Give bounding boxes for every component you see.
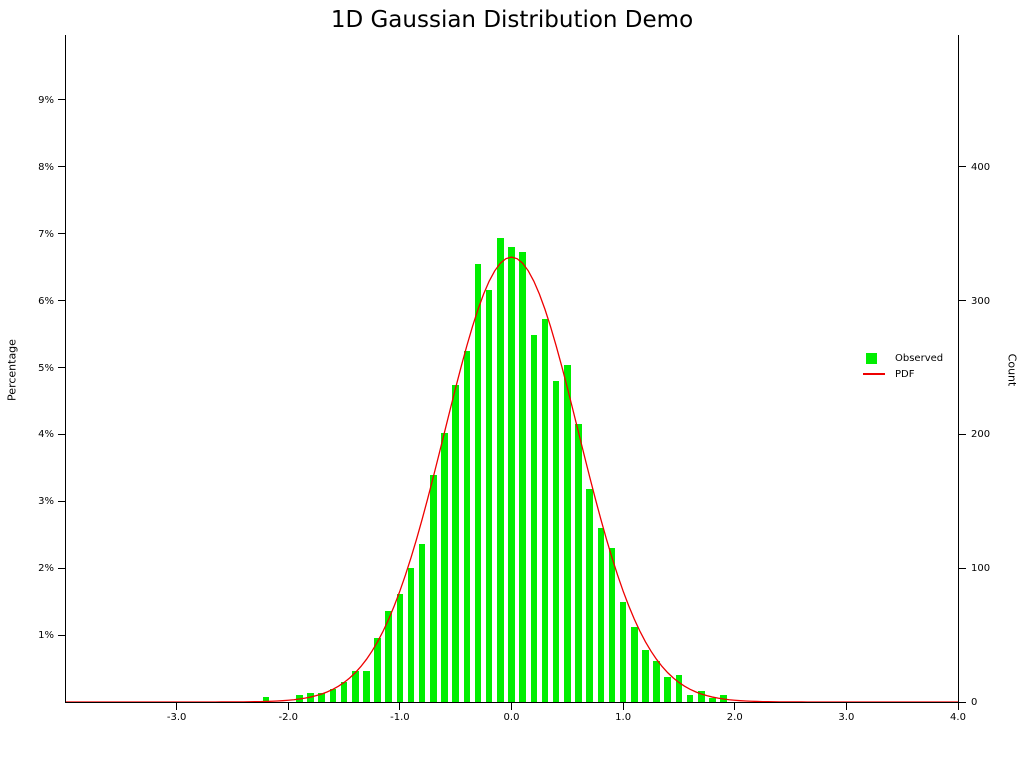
histogram-bar xyxy=(407,568,415,702)
y-right-tick-label: 100 xyxy=(971,563,991,575)
histogram-bar xyxy=(374,638,381,702)
histogram-bar xyxy=(575,423,582,702)
histogram-bar xyxy=(463,351,471,702)
histogram-bar xyxy=(552,380,560,702)
y-left-tick-label: 2% xyxy=(38,563,54,575)
histogram-bar xyxy=(340,681,348,702)
histogram-bar xyxy=(564,364,571,702)
histogram-bar xyxy=(307,692,314,702)
histogram-bar xyxy=(385,611,392,702)
y-left-tick xyxy=(58,367,65,368)
x-tick xyxy=(399,703,401,710)
histogram-bar xyxy=(675,675,683,702)
histogram-bar xyxy=(608,548,616,702)
y-left-tick-label: 9% xyxy=(38,94,54,106)
y-right-tick-label: 300 xyxy=(971,295,991,307)
histogram-bar xyxy=(686,695,694,702)
y-left-tick xyxy=(58,99,65,101)
y-left-tick-label: 7% xyxy=(38,228,54,240)
legend: Observed PDF xyxy=(862,350,943,382)
y-left-tick xyxy=(58,634,65,636)
histogram-bar xyxy=(418,544,426,702)
histogram-bar xyxy=(474,264,482,702)
legend-swatch-box xyxy=(862,373,886,375)
legend-label-pdf: PDF xyxy=(895,368,915,380)
histogram-bar xyxy=(720,695,727,702)
x-tick-label: 1.0 xyxy=(615,712,632,723)
y-left-tick-label: 4% xyxy=(38,429,54,441)
y-right-tick-label: 0 xyxy=(971,697,978,708)
chart-title: 1D Gaussian Distribution Demo xyxy=(330,7,694,33)
x-tick-label: 2.0 xyxy=(726,712,743,723)
histogram-bar xyxy=(619,601,627,702)
histogram-bar xyxy=(329,688,337,702)
y-left-tick-label: 5% xyxy=(38,362,54,374)
y-right-tick xyxy=(959,300,966,302)
x-tick-label: 4.0 xyxy=(950,712,966,723)
x-tick xyxy=(622,703,624,710)
y-left-tick-label: 1% xyxy=(38,630,54,642)
x-tick xyxy=(287,703,289,710)
y-left-tick-label: 6% xyxy=(38,295,54,307)
y-left-tick xyxy=(58,233,65,235)
x-tick-label: -3.0 xyxy=(166,712,187,723)
y-right-tick xyxy=(959,433,966,435)
y-right-tick xyxy=(959,166,966,168)
histogram-bar xyxy=(363,671,370,702)
histogram-bar xyxy=(597,528,605,702)
y-left-tick-label: 8% xyxy=(38,161,54,173)
y-right-tick xyxy=(959,567,966,569)
y-right-tick-label: 400 xyxy=(971,161,991,173)
y-left-tick xyxy=(58,500,65,502)
pdf-swatch-icon xyxy=(863,373,885,375)
histogram-bar xyxy=(452,384,459,702)
histogram-bar xyxy=(485,289,493,702)
y-left-tick xyxy=(58,166,65,168)
observed-swatch-icon xyxy=(866,352,877,364)
legend-swatch-box xyxy=(862,352,886,364)
histogram-bar xyxy=(530,335,538,702)
x-tick xyxy=(845,703,847,710)
histogram-bar xyxy=(351,671,359,702)
y-axis-label-right: Count xyxy=(1005,353,1019,387)
histogram-bar xyxy=(653,660,660,702)
histogram-bar xyxy=(586,489,593,702)
y-left-tick xyxy=(58,567,65,569)
histogram-bar xyxy=(519,252,526,702)
legend-label-observed: Observed xyxy=(895,352,944,364)
x-tick-label: 0.0 xyxy=(503,712,520,723)
histogram-bar xyxy=(296,695,303,702)
x-tick-label: -1.0 xyxy=(390,712,410,723)
histogram-bar xyxy=(318,692,326,702)
y-left-tick-label: 3% xyxy=(38,496,54,508)
histogram-bar xyxy=(396,593,404,702)
x-tick xyxy=(957,703,959,710)
histogram-bar xyxy=(508,247,515,702)
legend-item-pdf: PDF xyxy=(862,366,943,382)
histogram-bar xyxy=(630,627,638,702)
x-tick xyxy=(511,703,512,710)
x-tick-label: -2.0 xyxy=(278,712,298,723)
legend-item-observed: Observed xyxy=(862,350,943,366)
histogram-bar xyxy=(497,237,504,702)
histogram-bar xyxy=(697,691,705,702)
histogram-bar xyxy=(642,649,649,702)
histogram-bar xyxy=(541,319,549,702)
y-right-tick-label: 200 xyxy=(971,429,991,441)
x-tick xyxy=(734,703,736,710)
y-right-tick xyxy=(959,701,966,703)
histogram-bar xyxy=(430,474,437,702)
right-spine xyxy=(958,35,959,703)
y-left-tick xyxy=(58,300,65,302)
left-spine xyxy=(65,35,66,703)
y-left-tick xyxy=(58,433,65,435)
bottom-spine xyxy=(65,702,959,703)
histogram-bar xyxy=(441,433,448,702)
histogram-bar xyxy=(664,676,672,702)
x-tick-label: 3.0 xyxy=(838,712,855,723)
x-tick xyxy=(176,703,178,710)
